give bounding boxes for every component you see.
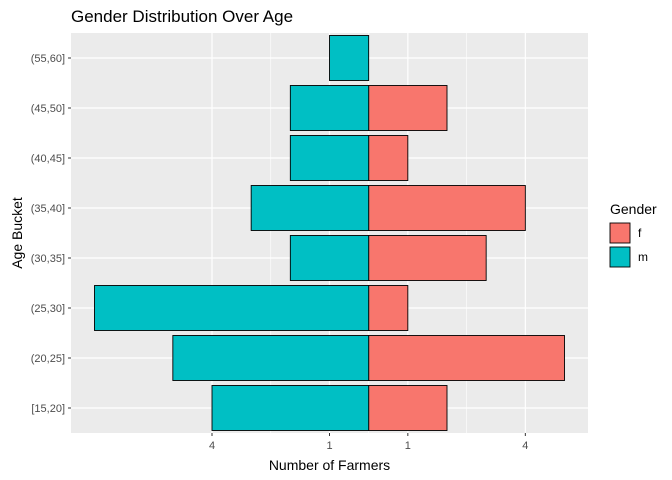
y-tick-label: (35,40]	[31, 203, 65, 215]
x-tick-label: 1	[405, 440, 411, 452]
bar-m-7	[329, 35, 370, 81]
bar-m-0	[211, 385, 370, 431]
bars	[94, 35, 565, 431]
y-tick-label: (25,30]	[31, 303, 65, 315]
bar-m-3	[289, 235, 370, 281]
x-tick-label: 4	[209, 440, 215, 452]
legend-title: Gender	[610, 201, 657, 217]
bar-f-4	[368, 185, 526, 231]
x-tick-label: 1	[326, 440, 332, 452]
y-tick-label: (45,50]	[31, 103, 65, 115]
legend-label-f: f	[638, 226, 642, 240]
bar-f-6	[368, 85, 448, 131]
bar-f-2	[368, 285, 409, 331]
legend: Gender fm	[609, 201, 657, 268]
bar-m-1	[172, 335, 370, 381]
legend-key-f	[609, 222, 631, 244]
y-tick-label: (30,35]	[31, 253, 65, 265]
bar-f-3	[368, 235, 487, 281]
y-tick-label: [15,20]	[31, 403, 65, 415]
y-tick-label: (20,25]	[31, 353, 65, 365]
y-tick-label: (55,60]	[31, 53, 65, 65]
y-axis-title: Age Bucket	[9, 197, 25, 269]
bar-f-0	[368, 385, 448, 431]
x-axis: 4 1 1 4	[209, 433, 528, 452]
bar-m-4	[250, 185, 370, 231]
y-axis: [15,20] (20,25] (25,30] (30,35] (35,40] (40,4…	[31, 53, 71, 415]
bar-m-5	[289, 135, 370, 181]
bar-m-2	[94, 285, 370, 331]
bar-m-6	[289, 85, 370, 131]
x-axis-title: Number of Farmers	[269, 457, 390, 473]
legend-label-m: m	[638, 250, 648, 264]
bar-f-5	[368, 135, 409, 181]
y-tick-label: (40,45]	[31, 153, 65, 165]
legend-key-m	[609, 246, 631, 268]
x-tick-label: 4	[522, 440, 528, 452]
bar-f-1	[368, 335, 565, 381]
chart-title: Gender Distribution Over Age	[71, 7, 293, 26]
